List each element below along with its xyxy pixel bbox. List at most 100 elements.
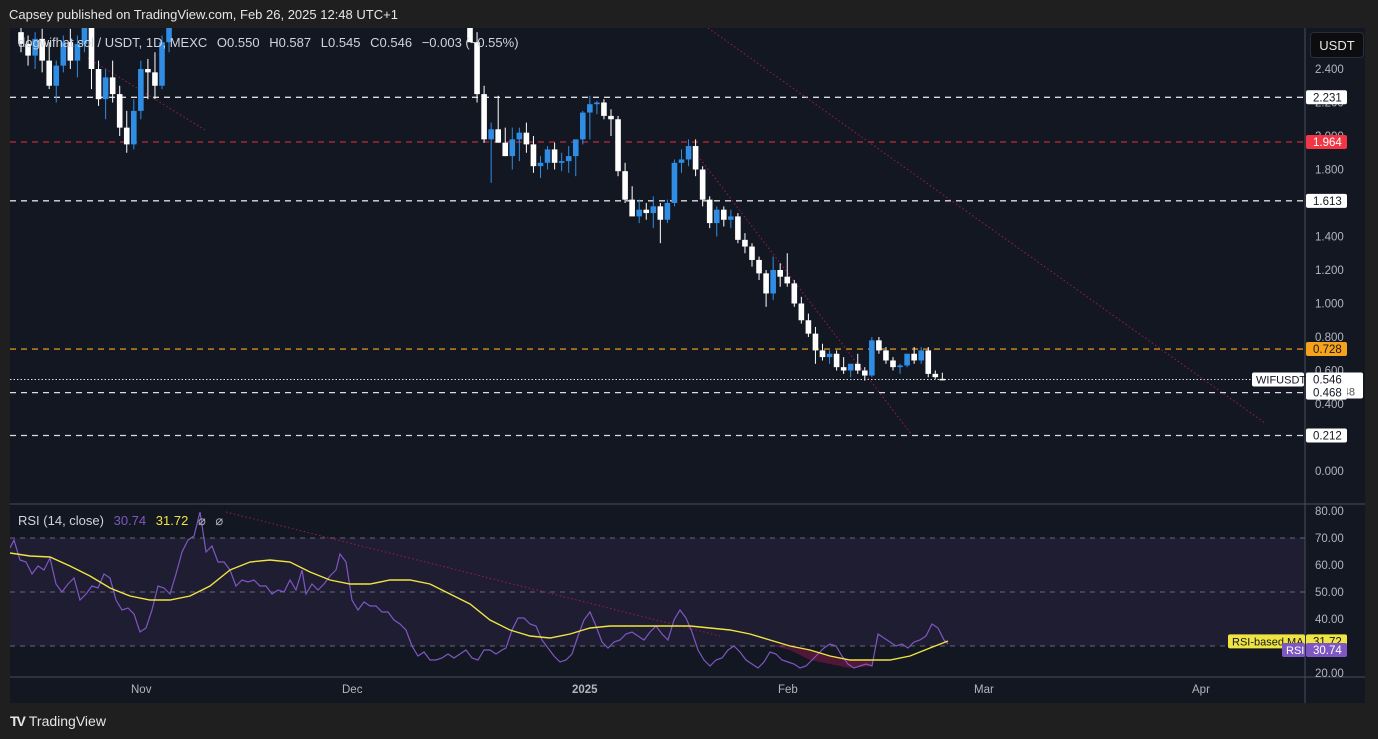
candle-body[interactable] bbox=[88, 25, 95, 69]
candle-body[interactable] bbox=[495, 129, 501, 143]
candle-body[interactable] bbox=[467, 0, 473, 43]
candle-body[interactable] bbox=[939, 378, 946, 381]
candle-body[interactable] bbox=[152, 72, 158, 86]
candle-body[interactable] bbox=[474, 42, 480, 95]
candle-body[interactable] bbox=[601, 102, 607, 116]
candle-body[interactable] bbox=[565, 156, 572, 162]
candle-body[interactable] bbox=[664, 203, 671, 220]
price-level-label[interactable] bbox=[1306, 193, 1347, 208]
candle-body[interactable] bbox=[798, 303, 805, 321]
candle-body[interactable] bbox=[39, 38, 45, 61]
candle-body[interactable] bbox=[502, 142, 509, 157]
candle-body[interactable] bbox=[608, 115, 614, 120]
candle-body[interactable] bbox=[678, 159, 685, 163]
candle-body[interactable] bbox=[883, 350, 889, 361]
candle-body[interactable] bbox=[488, 129, 494, 140]
candle-body[interactable] bbox=[692, 146, 699, 170]
candle-body[interactable] bbox=[74, 43, 81, 61]
candle-body[interactable] bbox=[897, 365, 903, 368]
rsi-ma-line[interactable] bbox=[10, 552, 949, 661]
candle-body[interactable] bbox=[60, 42, 67, 66]
candle-body[interactable] bbox=[869, 340, 875, 376]
candle-body[interactable] bbox=[713, 209, 720, 224]
candle-body[interactable] bbox=[95, 69, 102, 100]
candle-body[interactable] bbox=[756, 259, 762, 274]
candle-body[interactable] bbox=[742, 239, 748, 247]
rsi-pane[interactable] bbox=[10, 511, 1305, 669]
candle-body[interactable] bbox=[109, 77, 116, 95]
candle-body[interactable] bbox=[763, 273, 769, 294]
candle-body[interactable] bbox=[67, 42, 74, 61]
rsi-trendline[interactable] bbox=[225, 511, 721, 637]
candle-body[interactable] bbox=[131, 110, 137, 145]
candle-body[interactable] bbox=[918, 350, 924, 361]
candle-body[interactable] bbox=[622, 171, 628, 200]
price-level-label[interactable] bbox=[1306, 90, 1347, 105]
chart-container[interactable] bbox=[10, 28, 1365, 703]
candle-body[interactable] bbox=[530, 144, 537, 167]
candle-body[interactable] bbox=[587, 104, 593, 113]
tradingview-brand[interactable]: TV TradingView bbox=[10, 713, 106, 729]
rsi-axis-label[interactable] bbox=[1306, 643, 1347, 658]
candle-body[interactable] bbox=[777, 270, 783, 277]
candle-body[interactable] bbox=[537, 162, 544, 167]
candle-body[interactable] bbox=[544, 149, 551, 163]
price-level-label[interactable] bbox=[1306, 428, 1347, 443]
candle-body[interactable] bbox=[123, 127, 130, 145]
rsi-tag[interactable] bbox=[1282, 643, 1305, 658]
trendline[interactable] bbox=[87, 57, 206, 131]
candle-body[interactable] bbox=[81, 25, 88, 44]
candle-body[interactable] bbox=[706, 199, 713, 224]
candle-body[interactable] bbox=[138, 69, 144, 111]
candle-body[interactable] bbox=[509, 139, 516, 157]
candle-body[interactable] bbox=[657, 206, 664, 220]
price-level-label[interactable] bbox=[1306, 385, 1347, 400]
symbol-tag[interactable] bbox=[1252, 372, 1304, 387]
rsi-title[interactable]: RSI (14, close) bbox=[18, 513, 104, 528]
candle-body[interactable] bbox=[18, 32, 24, 44]
price-level-label[interactable] bbox=[1306, 135, 1347, 150]
candle-body[interactable] bbox=[116, 94, 123, 128]
candle-body[interactable] bbox=[159, 42, 165, 86]
candle-body[interactable] bbox=[671, 162, 678, 203]
candle-body[interactable] bbox=[854, 363, 861, 371]
candle-body[interactable] bbox=[46, 60, 52, 86]
candle-body[interactable] bbox=[572, 139, 579, 157]
candle-body[interactable] bbox=[925, 350, 932, 374]
candle-body[interactable] bbox=[166, 10, 172, 43]
candle-body[interactable] bbox=[481, 94, 487, 140]
candle-body[interactable] bbox=[594, 102, 600, 105]
price-pane[interactable] bbox=[10, 0, 1305, 437]
candle-body[interactable] bbox=[819, 350, 826, 358]
candle-body[interactable] bbox=[749, 246, 755, 260]
candle-body[interactable] bbox=[516, 132, 523, 140]
candle-body[interactable] bbox=[932, 373, 939, 378]
candle-body[interactable] bbox=[685, 146, 692, 160]
candle-body[interactable] bbox=[25, 43, 31, 56]
candle-body[interactable] bbox=[805, 320, 812, 334]
candle-body[interactable] bbox=[862, 370, 868, 376]
candle-body[interactable] bbox=[643, 209, 650, 214]
candle-body[interactable] bbox=[826, 353, 833, 358]
symbol-name[interactable]: dogwifhat sol / USDT, 1D, MEXC bbox=[18, 35, 208, 50]
rsi-line[interactable] bbox=[10, 511, 949, 669]
currency-button[interactable]: USDT bbox=[1310, 32, 1364, 58]
candle-body[interactable] bbox=[890, 360, 896, 368]
candle-body[interactable] bbox=[728, 216, 734, 220]
candle-body[interactable] bbox=[551, 149, 558, 163]
candle-body[interactable] bbox=[876, 340, 882, 351]
candle-body[interactable] bbox=[53, 65, 60, 86]
candle-body[interactable] bbox=[840, 367, 847, 371]
candle-body[interactable] bbox=[629, 199, 635, 217]
candle-body[interactable] bbox=[615, 119, 621, 172]
candle-body[interactable] bbox=[523, 132, 530, 145]
candle-body[interactable] bbox=[833, 353, 840, 368]
candle-body[interactable] bbox=[770, 270, 776, 294]
candle-body[interactable] bbox=[32, 38, 38, 56]
candle-body[interactable] bbox=[145, 69, 151, 73]
candle-body[interactable] bbox=[721, 209, 727, 220]
candle-body[interactable] bbox=[847, 363, 854, 371]
trendline[interactable] bbox=[687, 142, 913, 436]
trendline[interactable] bbox=[707, 28, 1266, 424]
